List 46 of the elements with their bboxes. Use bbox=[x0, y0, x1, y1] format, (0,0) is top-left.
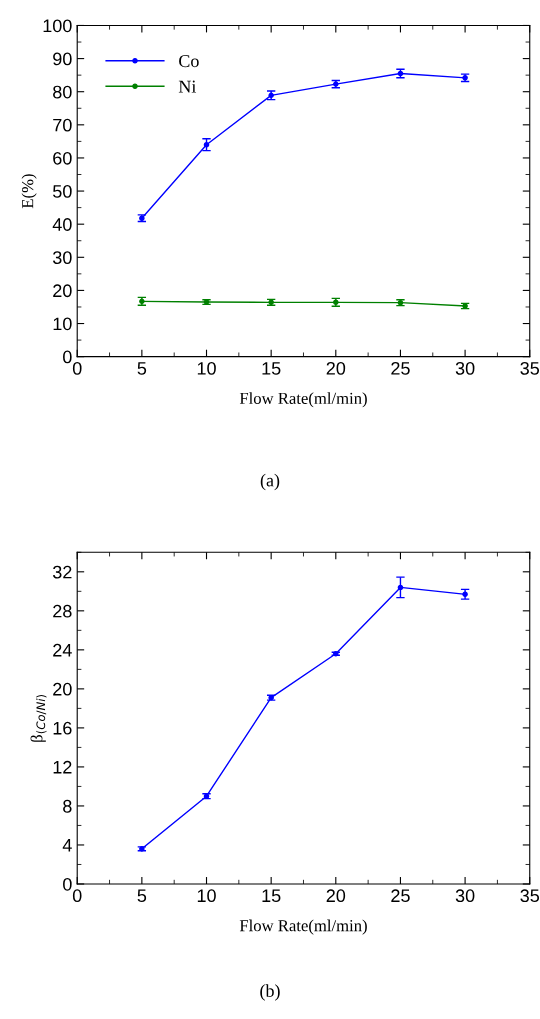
y-tick-label: 100 bbox=[43, 19, 72, 33]
point bbox=[397, 584, 404, 591]
legend-label: Co bbox=[179, 55, 199, 68]
x-tick-label: 0 bbox=[72, 889, 82, 903]
y-tick-label: 40 bbox=[52, 218, 72, 231]
y-tick-label: 30 bbox=[52, 251, 72, 265]
text: (b) bbox=[260, 984, 280, 1001]
x-axis-title: Flow Rate(ml/min) bbox=[239, 919, 367, 935]
y-tick-label: 16 bbox=[53, 721, 72, 735]
x-tick-label: 15 bbox=[262, 362, 281, 375]
x-tick-label: 25 bbox=[391, 361, 410, 375]
y-axis-title: E(%) bbox=[21, 174, 37, 209]
x-tick-label: 0 bbox=[72, 361, 82, 375]
x-tick-label: 20 bbox=[326, 889, 346, 903]
y-tick-label: 20 bbox=[53, 682, 72, 696]
x-tick-label: 30 bbox=[455, 361, 475, 375]
x-tick-label: 20 bbox=[326, 361, 346, 375]
x-tick-label: 5 bbox=[137, 362, 147, 375]
y-tick-label: 4 bbox=[62, 839, 72, 852]
y-tick-label: 0 bbox=[63, 350, 72, 364]
y-tick-label: 32 bbox=[52, 565, 72, 579]
x-tick-label: 25 bbox=[391, 889, 410, 903]
y-tick-label: 0 bbox=[63, 877, 72, 891]
y-tick-label: 12 bbox=[53, 760, 72, 774]
y-tick-label: 28 bbox=[53, 604, 72, 618]
y-tick-label: 60 bbox=[53, 151, 72, 165]
y-tick-label: 24 bbox=[53, 643, 72, 657]
y-axis-title: β$_{(Co/Ni)}$ bbox=[30, 694, 47, 742]
legend-label: Ni bbox=[178, 80, 197, 93]
y-tick-label: 80 bbox=[53, 85, 72, 99]
text: (a) bbox=[260, 473, 280, 491]
y-tick-label: 20 bbox=[53, 284, 72, 298]
x-tick-label: 30 bbox=[455, 889, 475, 903]
x-tick-label: 5 bbox=[137, 889, 147, 903]
y-tick-label: 50 bbox=[53, 185, 72, 198]
x-tick-label: 10 bbox=[197, 361, 216, 375]
x-tick-label: 35 bbox=[520, 889, 540, 903]
y-tick-label: 10 bbox=[53, 317, 72, 331]
x-tick-label: 15 bbox=[262, 889, 281, 903]
x-tick-label: 10 bbox=[197, 889, 216, 903]
y-tick-label: 70 bbox=[53, 118, 72, 132]
y-tick-label: 8 bbox=[63, 799, 72, 813]
x-axis-title: Flow Rate(ml/min) bbox=[239, 392, 367, 408]
point bbox=[203, 141, 210, 148]
x-tick-label: 35 bbox=[520, 361, 540, 375]
y-tick-label: 90 bbox=[53, 52, 72, 66]
